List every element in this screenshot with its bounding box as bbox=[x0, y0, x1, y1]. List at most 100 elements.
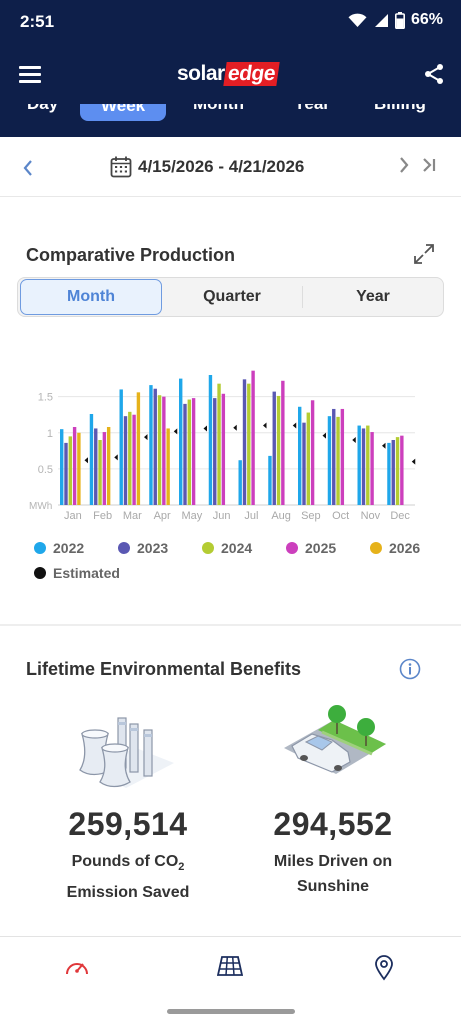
bar-2022-nov bbox=[357, 425, 361, 505]
legend-swatch bbox=[202, 542, 214, 554]
chevron-left-icon bbox=[23, 160, 32, 176]
bar-2024-aug bbox=[276, 395, 281, 505]
estimated-marker-jan bbox=[84, 457, 88, 464]
bar-2025-jun bbox=[221, 393, 226, 505]
bar-2025-may bbox=[191, 398, 196, 505]
co2-saved-value: 259,514 bbox=[68, 806, 188, 842]
segment-month[interactable]: Month bbox=[20, 279, 162, 315]
legend-swatch bbox=[370, 542, 382, 554]
bar-2024-apr bbox=[157, 395, 162, 505]
legend-item-2022[interactable]: 2022 bbox=[34, 540, 84, 556]
bar-2025-jul bbox=[251, 370, 255, 505]
legend-swatch bbox=[286, 542, 298, 554]
miles-driven-value: 294,552 bbox=[273, 806, 393, 842]
bar-2025-mar bbox=[132, 414, 136, 505]
section-divider bbox=[0, 624, 461, 626]
power-plant-illustration bbox=[79, 717, 174, 788]
tab-day[interactable]: Day bbox=[27, 104, 58, 114]
date-navigator: 4/15/2026 - 4/21/2026 bbox=[0, 137, 461, 197]
bar-2022-mar bbox=[119, 389, 123, 505]
legend-item-estimated[interactable]: Estimated bbox=[34, 565, 120, 581]
solar-panel-layout-icon[interactable] bbox=[217, 955, 243, 977]
bar-2022-may bbox=[179, 378, 183, 505]
bar-2023-nov bbox=[361, 428, 366, 505]
bar-2025-aug bbox=[281, 380, 285, 505]
estimated-marker-sep bbox=[322, 432, 326, 439]
date-range[interactable]: 4/15/2026 - 4/21/2026 bbox=[138, 157, 305, 176]
signal-icon bbox=[374, 13, 388, 27]
previous-period-button[interactable] bbox=[22, 157, 34, 183]
bar-2023-jul bbox=[242, 379, 247, 505]
bar-2025-sep bbox=[310, 400, 315, 505]
bar-2024-may bbox=[187, 399, 191, 505]
tab-month[interactable]: Month bbox=[193, 104, 244, 114]
miles-benefit: 294,552 Miles Driven on Sunshine bbox=[244, 806, 422, 899]
bar-2024-jun bbox=[217, 383, 221, 505]
legend-item-2024[interactable]: 2024 bbox=[202, 540, 252, 556]
wifi-icon bbox=[348, 13, 367, 27]
x-tick-label: Apr bbox=[154, 510, 171, 522]
expand-icon[interactable] bbox=[413, 243, 435, 265]
comparison-segmented-control: Month Quarter Year bbox=[17, 277, 444, 317]
co2-benefit: 259,514 Pounds of CO2 Emission Saved bbox=[40, 806, 216, 905]
tab-billing[interactable]: Billing bbox=[374, 104, 426, 114]
bar-2023-apr bbox=[153, 388, 157, 505]
legend-label: 2022 bbox=[53, 540, 85, 556]
bar-2025-nov bbox=[370, 432, 374, 505]
bar-2022-feb bbox=[89, 414, 94, 505]
share-icon[interactable] bbox=[423, 63, 445, 85]
estimated-marker-jun bbox=[233, 424, 237, 431]
legend-item-2025[interactable]: 2025 bbox=[286, 540, 336, 556]
segment-quarter[interactable]: Quarter bbox=[203, 288, 261, 305]
legend-label: Estimated bbox=[53, 565, 120, 581]
status-time: 2:51 bbox=[20, 12, 55, 31]
bar-2025-jan bbox=[72, 427, 77, 505]
bar-2025-apr bbox=[162, 396, 166, 505]
bar-2023-aug bbox=[272, 391, 276, 505]
y-tick-label: 0.5 bbox=[38, 464, 53, 476]
info-icon[interactable] bbox=[399, 658, 421, 680]
bar-2023-mar bbox=[123, 416, 128, 505]
status-icons: 66% bbox=[348, 11, 443, 29]
bar-2026-feb bbox=[106, 427, 111, 505]
tab-year[interactable]: Year bbox=[294, 104, 330, 114]
bar-2025-feb bbox=[102, 432, 107, 505]
x-tick-label: Jun bbox=[213, 510, 231, 522]
legend-item-2023[interactable]: 2023 bbox=[118, 540, 168, 556]
legend-label: 2025 bbox=[305, 540, 337, 556]
estimated-marker-jul bbox=[263, 422, 267, 429]
bar-2024-nov bbox=[366, 425, 370, 505]
x-tick-label: Oct bbox=[332, 510, 349, 522]
x-tick-label: Aug bbox=[271, 510, 291, 522]
bar-2026-mar bbox=[136, 392, 141, 505]
car-illustration bbox=[284, 705, 386, 774]
bar-2022-apr bbox=[149, 385, 153, 505]
bar-2022-jun bbox=[208, 375, 213, 505]
x-tick-label: Feb bbox=[93, 510, 112, 522]
location-pin-icon[interactable] bbox=[374, 955, 394, 981]
bar-2025-oct bbox=[340, 408, 345, 505]
estimated-marker-feb bbox=[114, 454, 118, 461]
x-tick-label: Dec bbox=[390, 510, 410, 522]
estimated-marker-aug bbox=[292, 422, 297, 429]
y-tick-label: 1.5 bbox=[38, 392, 53, 404]
dashboard-gauge-icon[interactable] bbox=[64, 955, 90, 979]
comparative-production-title: Comparative Production bbox=[26, 245, 236, 265]
bottom-navigation bbox=[0, 936, 461, 998]
segment-year[interactable]: Year bbox=[356, 288, 390, 305]
x-tick-label: Jan bbox=[64, 510, 82, 522]
last-period-button[interactable] bbox=[421, 156, 437, 180]
bar-2023-jan bbox=[64, 442, 68, 505]
app-header: solar edge bbox=[0, 44, 461, 104]
bar-2022-dec bbox=[387, 442, 391, 505]
hamburger-menu-icon[interactable] bbox=[19, 66, 41, 83]
y-tick-label: 1 bbox=[47, 428, 53, 440]
x-tick-label: Jul bbox=[244, 510, 258, 522]
bar-2025-dec bbox=[400, 435, 404, 505]
next-period-button[interactable] bbox=[398, 156, 410, 180]
legend-item-2026[interactable]: 2026 bbox=[370, 540, 420, 556]
tab-week[interactable]: Week bbox=[80, 104, 167, 121]
bar-2023-jun bbox=[213, 398, 217, 505]
calendar-icon[interactable] bbox=[110, 156, 132, 178]
x-tick-label: Nov bbox=[361, 510, 381, 522]
